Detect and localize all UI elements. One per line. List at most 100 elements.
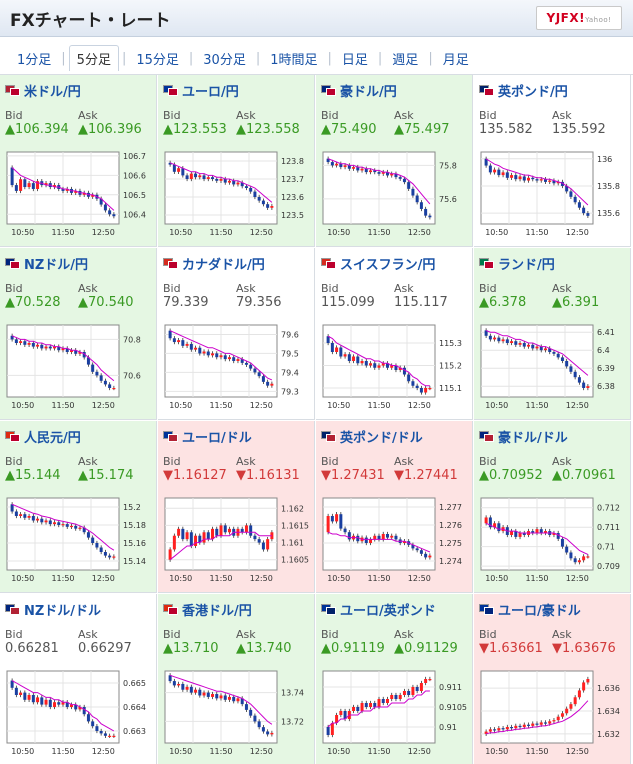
mini-chart[interactable]: 75.8 75.6 10:50 11:50 12:50: [321, 148, 468, 242]
candle-body: [373, 535, 377, 540]
mini-chart[interactable]: 79.6 79.5 79.4 79.3 10:50 11:50 12:50: [163, 321, 310, 415]
currency-pair-link[interactable]: ユーロ/豪ドル: [479, 600, 581, 619]
mini-chart[interactable]: 0.712 0.711 0.71 0.709 10:50 11:50 12:50: [479, 494, 626, 588]
y-tick-label: 135.8: [597, 182, 620, 191]
candle-body: [74, 525, 78, 529]
rate-card[interactable]: 人民元/円 Bid Ask ▲15.144 ▲15.174 15.2 15.18 15.16 1…: [0, 421, 157, 593]
rate-card[interactable]: 豪ドル/ドル Bid Ask ▲0.70952 ▲0.70961 0.712 0.711 0.…: [474, 421, 631, 593]
candle-body: [390, 173, 394, 176]
x-tick-label: 11:50: [51, 574, 74, 583]
rate-card[interactable]: ユーロ/豪ドル Bid Ask ▼1.63661 ▼1.63676 1.636 1.634 1…: [474, 594, 631, 764]
rate-card[interactable]: 米ドル/円 Bid Ask ▲106.394 ▲106.396 106.7 106.6 106…: [0, 75, 157, 247]
rate-card[interactable]: カナダドル/円 Bid Ask 79.339 79.356 79.6 79.5 79.4 79.…: [158, 248, 315, 420]
x-tick-label: 12:50: [250, 574, 273, 583]
candle-body: [257, 539, 261, 543]
y-tick-label: 106.5: [123, 191, 146, 200]
tab-timeframe[interactable]: 1時間足: [270, 52, 318, 68]
rate-card[interactable]: ユーロ/円 Bid Ask ▲123.553 ▲123.558 123.8 123.7 123…: [158, 75, 315, 247]
candle-body: [569, 704, 573, 709]
ask-label: Ask: [394, 282, 414, 295]
bid-value: 115.099: [321, 295, 375, 310]
y-tick-label: 115.2: [439, 362, 462, 371]
mini-chart[interactable]: 115.3 115.2 115.1 10:50 11:50 12:50: [321, 321, 468, 415]
candle-body: [112, 735, 116, 737]
candle-body: [74, 350, 78, 354]
mini-chart[interactable]: 0.911 0.9105 0.91 10:50 11:50 12:50: [321, 667, 468, 761]
currency-pair-link[interactable]: 米ドル/円: [5, 81, 81, 100]
rate-card[interactable]: 英ポンド/円 Bid Ask 135.582 135.592 136 135.8 135.6 1…: [474, 75, 631, 247]
candle-body: [488, 729, 492, 732]
candle-body: [531, 723, 535, 726]
y-tick-label: 70.8: [123, 335, 141, 344]
mini-chart[interactable]: 70.8 70.6 10:50 11:50 12:50: [5, 321, 152, 415]
currency-pair-link[interactable]: 香港ドル/円: [163, 600, 252, 619]
mini-chart[interactable]: 15.2 15.18 15.16 15.14 10:50 11:50 12:50: [5, 494, 152, 588]
tab-separator: |: [61, 50, 66, 66]
currency-pair-link[interactable]: 英ポンド/ドル: [321, 427, 423, 446]
candle-body: [31, 343, 35, 347]
x-tick-label: 10:50: [11, 747, 34, 756]
tab-timeframe[interactable]: 15分足: [136, 52, 179, 68]
candle-body: [360, 703, 364, 711]
rate-card[interactable]: ユーロ/ドル Bid Ask ▼1.16127 ▼1.16131 1.162 1.1615 1…: [158, 421, 315, 593]
mini-chart[interactable]: 0.665 0.664 0.663 10:50 11:50 12:50: [5, 667, 152, 761]
candle-body: [339, 347, 343, 357]
tab-timeframe[interactable]: 30分足: [203, 52, 246, 68]
candle-body: [428, 215, 432, 218]
y-tick-label: 6.41: [597, 328, 615, 337]
ask-label: Ask: [236, 109, 256, 122]
currency-pair-link[interactable]: ランド/円: [479, 254, 555, 273]
mini-chart[interactable]: 136 135.8 135.6 10:50 11:50 12:50: [479, 148, 626, 242]
mini-chart[interactable]: 106.7 106.6 106.5 106.4 10:50 11:50 12:50: [5, 148, 152, 242]
currency-pair-link[interactable]: ユーロ/英ポンド: [321, 600, 436, 619]
rate-card[interactable]: 豪ドル/円 Bid Ask ▲75.490 ▲75.497 75.8 75.6 10:50 11…: [316, 75, 473, 247]
mini-chart[interactable]: 1.277 1.276 1.275 1.274 10:50 11:50 12:50: [321, 494, 468, 588]
moving-average-line: [327, 158, 431, 205]
currency-pair-link[interactable]: スイスフラン/円: [321, 254, 435, 273]
candle-body: [108, 384, 112, 388]
currency-pair-link[interactable]: NZドル/ドル: [5, 600, 101, 619]
currency-pair-link[interactable]: 人民元/円: [5, 427, 81, 446]
currency-pair-link[interactable]: 英ポンド/円: [479, 81, 568, 100]
candle-body: [493, 169, 497, 173]
y-tick-label: 70.6: [123, 371, 141, 380]
rate-card[interactable]: ランド/円 Bid Ask ▲6.378 ▲6.391 6.41 6.4 6.39 6.38 10…: [474, 248, 631, 420]
tab-timeframe[interactable]: 5分足: [68, 45, 119, 71]
tab-timeframe[interactable]: 1分足: [17, 52, 52, 68]
candle-body: [522, 724, 526, 727]
currency-pair-link[interactable]: 豪ドル/円: [321, 81, 397, 100]
candle-body: [14, 339, 18, 343]
rate-card[interactable]: ユーロ/英ポンド Bid Ask ▲0.91119 ▲0.91129 0.911 0.910…: [316, 594, 473, 764]
candle-body: [61, 188, 65, 191]
candle-body: [577, 690, 581, 698]
x-tick-label: 10:50: [169, 228, 192, 237]
currency-pair-link[interactable]: 豪ドル/ドル: [479, 427, 568, 446]
mini-chart[interactable]: 123.8 123.7 123.6 123.5 10:50 11:50 12:50: [163, 148, 310, 242]
candle-body: [407, 374, 411, 382]
rate-card[interactable]: NZドル/ドル Bid Ask 0.66281 0.66297 0.665 0.664 0.6…: [0, 594, 157, 764]
rate-grid: 米ドル/円 Bid Ask ▲106.394 ▲106.396 106.7 106.6 106…: [0, 74, 633, 764]
candle-body: [577, 560, 581, 563]
rate-card[interactable]: 英ポンド/ドル Bid Ask ▼1.27431 ▼1.27441 1.277 1.276 1…: [316, 421, 473, 593]
tab-timeframe[interactable]: 週足: [392, 52, 419, 68]
candle-body: [586, 556, 590, 558]
candle-body: [356, 167, 360, 171]
rate-card[interactable]: スイスフラン/円 Bid Ask 115.099 115.117 115.3 115.2 11…: [316, 248, 473, 420]
currency-pair-link[interactable]: NZドル/円: [5, 254, 88, 273]
x-tick-label: 12:50: [566, 574, 589, 583]
rate-card[interactable]: 香港ドル/円 Bid Ask ▲13.710 ▲13.740 13.74 13.72 10:5…: [158, 594, 315, 764]
currency-pair-link[interactable]: ユーロ/ドル: [163, 427, 252, 446]
tab-separator: |: [255, 50, 261, 66]
mini-chart[interactable]: 1.162 1.1615 1.161 1.1605 10:50 11:50 12:50: [163, 494, 310, 588]
currency-pair-link[interactable]: ユーロ/円: [163, 81, 239, 100]
currency-pair-link[interactable]: カナダドル/円: [163, 254, 265, 273]
tab-timeframe[interactable]: 月足: [442, 52, 469, 68]
mini-chart[interactable]: 1.636 1.634 1.632 10:50 11:50 12:50: [479, 667, 626, 761]
yjfx-logo[interactable]: YJFX!Yahoo!: [536, 6, 622, 30]
mini-chart[interactable]: 6.41 6.4 6.39 6.38 10:50 11:50 12:50: [479, 321, 626, 415]
tab-timeframe[interactable]: 日足: [341, 52, 368, 68]
candle-body: [10, 680, 14, 688]
rate-card[interactable]: NZドル/円 Bid Ask ▲70.528 ▲70.540 70.8 70.6 10:50 1…: [0, 248, 157, 420]
mini-chart[interactable]: 13.74 13.72 10:50 11:50 12:50: [163, 667, 310, 761]
candle-body: [586, 386, 590, 388]
